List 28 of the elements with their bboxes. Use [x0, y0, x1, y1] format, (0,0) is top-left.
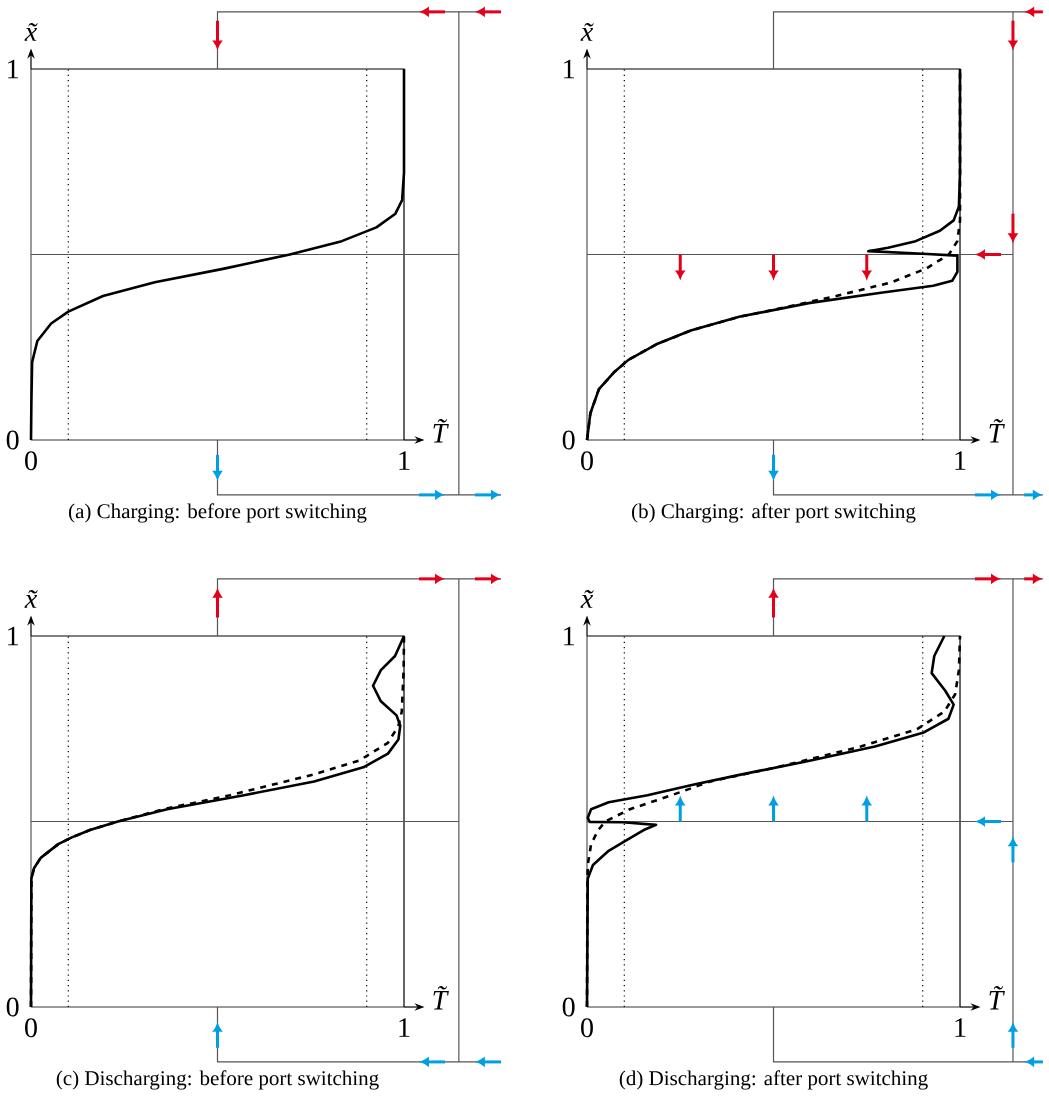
- y-axis-title: x̃: [24, 590, 38, 608]
- y-axis-title: x̃: [24, 22, 38, 41]
- y-tick-label: 0: [6, 997, 19, 1017]
- x-tick-label: 1: [399, 1018, 410, 1037]
- y-tick-label: 0: [562, 430, 575, 450]
- x-axis-title: T̃: [433, 419, 449, 443]
- x-axis-title: T̃: [433, 986, 449, 1010]
- text: (b) Charging: after port switching: [632, 503, 916, 523]
- y-tick-label: 0: [562, 997, 575, 1017]
- y-axis-title: x̃: [580, 22, 594, 41]
- y-axis-title: x̃: [580, 590, 594, 608]
- text: (a) Charging: before port switching: [69, 503, 367, 523]
- y-tick-label: 1: [8, 59, 18, 79]
- text: (c) Discharging: before port switching: [56, 1070, 379, 1090]
- y-tick-label: 0: [6, 430, 19, 450]
- x-tick-label: 1: [955, 1018, 966, 1037]
- y-tick-label: 1: [8, 626, 18, 646]
- x-tick-label: 1: [399, 451, 410, 470]
- y-tick-label: 1: [564, 626, 574, 646]
- text: (d) Discharging: after port switching: [619, 1070, 928, 1090]
- x-tick-label: 0: [25, 451, 37, 471]
- y-tick-label: 1: [564, 59, 574, 79]
- x-axis-title: T̃: [989, 419, 1005, 443]
- x-tick-label: 1: [955, 451, 966, 470]
- x-tick-label: 0: [581, 451, 593, 471]
- x-tick-label: 0: [581, 1018, 593, 1038]
- x-axis-title: T̃: [989, 986, 1005, 1010]
- x-tick-label: 0: [25, 1018, 37, 1038]
